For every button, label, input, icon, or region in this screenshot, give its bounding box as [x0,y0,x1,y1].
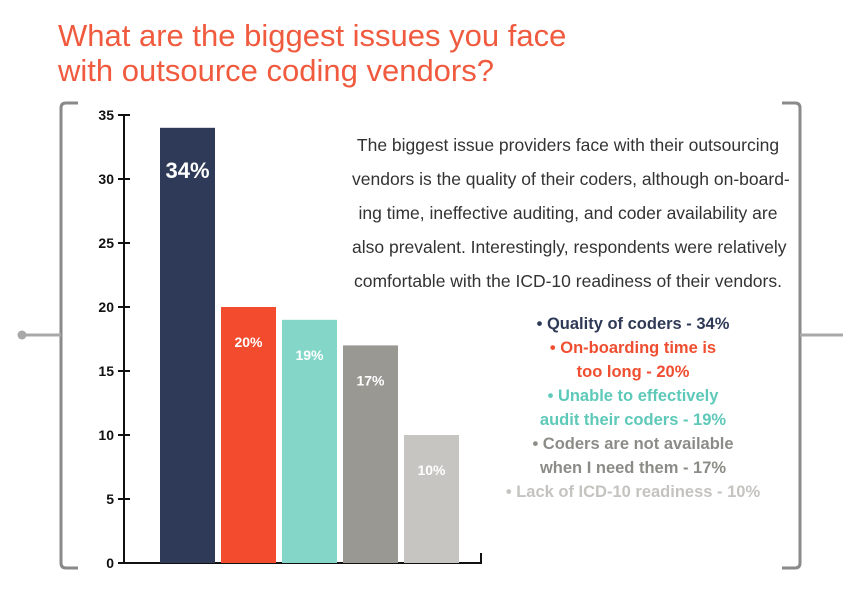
bar [343,345,398,563]
y-tick-label: 0 [106,555,114,571]
legend-item-text: when I need them - 17% [539,459,727,477]
description-line-2: vendors is the quality of their coders, … [352,169,790,189]
bars [160,127,459,564]
bar [282,319,337,563]
bar-data-label: 19% [295,347,324,363]
legend-item-text: • Unable to effectively [547,387,719,405]
bar-data-label: 17% [356,372,385,388]
legend-item: • On-boarding time is too long - 20% [470,336,796,384]
y-tick-label: 5 [106,491,114,507]
description-line-4: also prevalent. Interestingly, responden… [352,237,787,257]
title-line-2: with outsource coding vendors? [58,53,494,88]
legend-item-text: • Coders are not available [532,435,734,453]
description-line-3: ing time, ineffective auditing, and code… [358,203,778,223]
legend-item-text: • On-boarding time is [549,339,717,357]
y-ticks: 0 5 10 15 20 25 30 35 [98,107,130,571]
legend-item: • Lack of ICD-10 readiness - 10% [470,480,796,504]
y-tick-label: 35 [98,107,114,123]
bar-data-label: 34% [165,158,209,183]
plot-area: 0 5 10 15 20 25 30 35 34% 20% 19% 17% 10% [98,107,482,571]
title-line-1: What are the biggest issues you face [58,18,567,53]
left-bracket [59,101,78,570]
description-line-5: comfortable with the ICD-10 readiness of… [354,271,782,291]
bar [404,435,459,563]
bar-labels: 34% 20% 19% 17% 10% [165,158,446,478]
y-tick-label: 25 [98,235,114,251]
y-tick-label: 15 [98,363,114,379]
description: The biggest issue providers face with th… [352,128,790,298]
y-tick-label: 20 [98,299,114,315]
legend-item-text: too long - 20% [576,363,690,381]
y-tick-label: 10 [98,427,114,443]
bar [160,127,215,564]
bar-data-label: 20% [234,334,263,350]
legend-item: • Quality of coders - 34% [470,312,796,336]
legend-item: • Coders are not available when I need th… [470,432,796,480]
legend: • Quality of coders - 34% • On-boarding t… [470,312,796,504]
bar-data-label: 10% [417,462,446,478]
legend-item-text: • Lack of ICD-10 readiness - 10% [505,483,761,501]
chart-title: What are the biggest issues you face wit… [58,18,678,88]
legend-item: • Unable to effectively audit their coder… [470,384,796,432]
legend-item-text: • Quality of coders - 34% [536,315,730,333]
y-tick-label: 30 [98,171,114,187]
bar [221,307,276,563]
description-line-1: The biggest issue providers face with th… [356,135,780,155]
legend-item-text: audit their coders - 19% [539,411,727,429]
